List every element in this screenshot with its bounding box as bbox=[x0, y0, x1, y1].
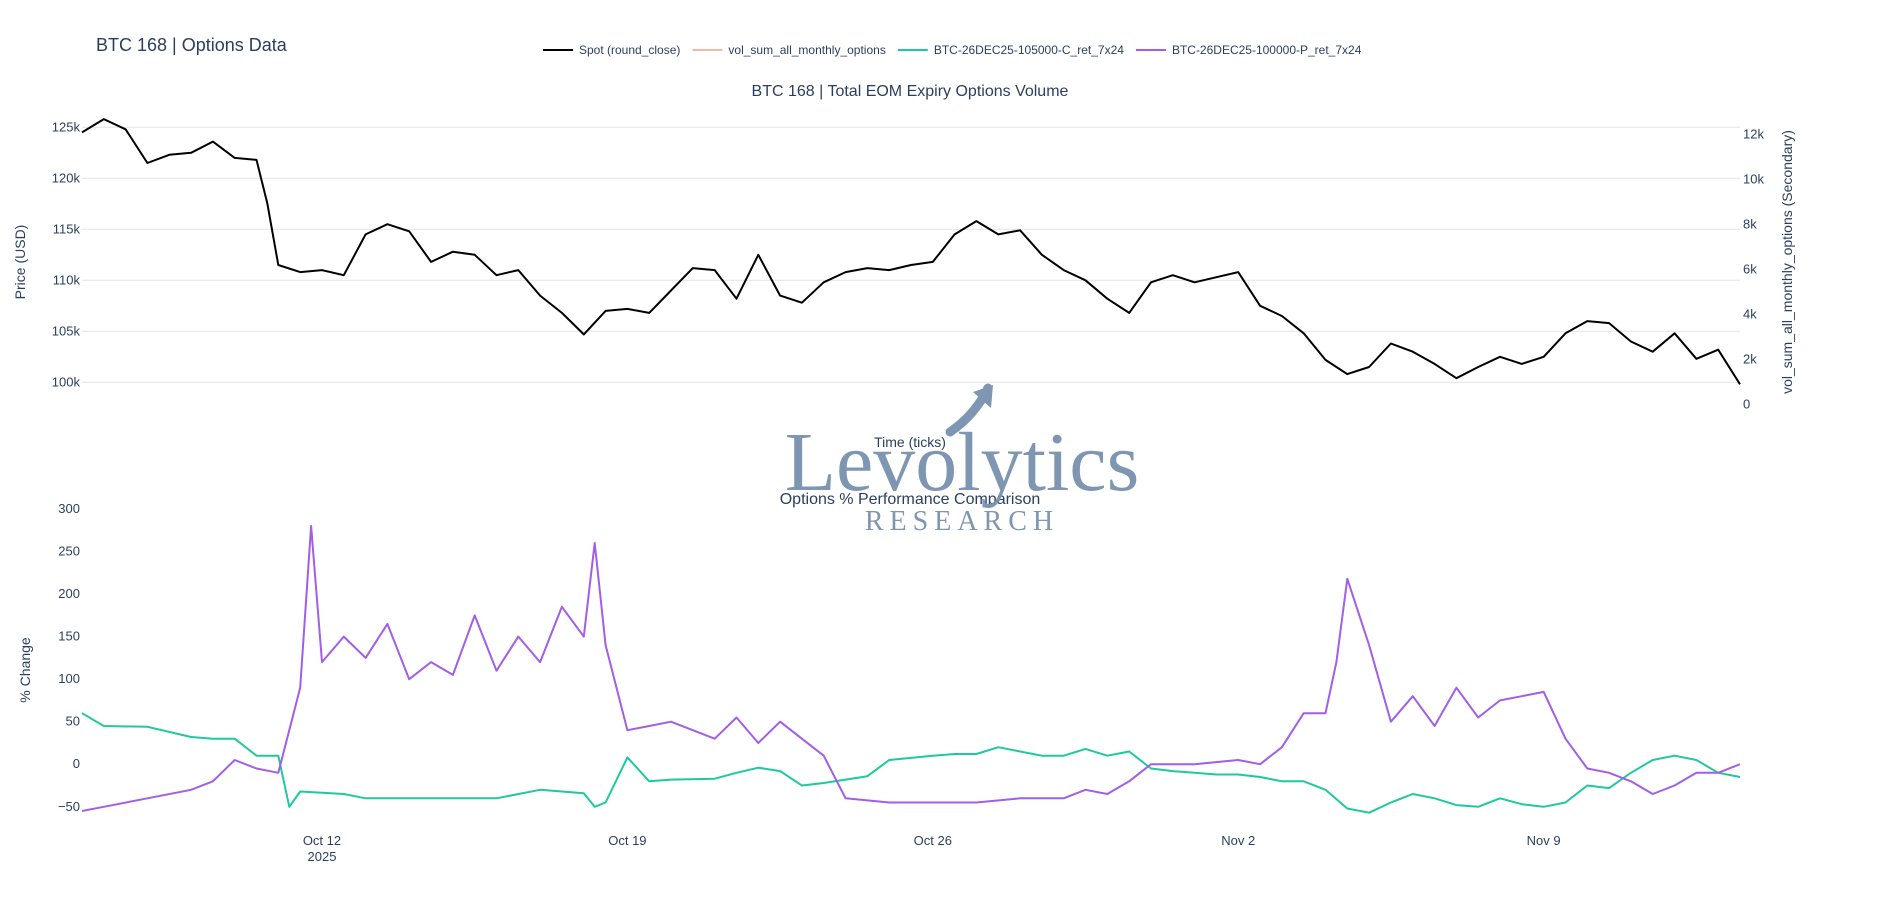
volume-y2-axis-title: vol_sum_all_monthly_options (Secondary) bbox=[1779, 130, 1795, 394]
volume-y2-ticks: 0 2k 4k 6k 8k 10k 12k bbox=[1743, 127, 1764, 412]
perf-y-tick-7: 300 bbox=[58, 501, 80, 516]
perf-y-tick-3: 100 bbox=[58, 671, 80, 686]
perf-series-line-1 bbox=[81, 525, 1741, 812]
price-y-axis-title: Price (USD) bbox=[12, 225, 28, 300]
price-y-tick-4: 120k bbox=[52, 170, 81, 185]
price-y-tick-3: 115k bbox=[53, 221, 81, 236]
price-y-tick-0: 100k bbox=[52, 374, 81, 389]
price-chart-title: BTC 168 | Total EOM Expiry Options Volum… bbox=[752, 83, 1069, 100]
volume-y2-tick-1: 2k bbox=[1743, 352, 1757, 367]
legend-label-2[interactable]: BTC-26DEC25-105000-C_ret_7x24 bbox=[934, 43, 1124, 57]
price-y-tick-1: 105k bbox=[52, 323, 81, 338]
perf-y-tick-0: −50 bbox=[58, 799, 80, 814]
perf-y-ticks: −50 0 50 100 150 200 250 300 bbox=[58, 501, 80, 814]
volume-y2-tick-3: 6k bbox=[1743, 262, 1757, 277]
perf-y-tick-6: 250 bbox=[58, 544, 80, 559]
perf-series-line-0 bbox=[81, 712, 1741, 814]
volume-y2-tick-4: 8k bbox=[1743, 217, 1757, 232]
volume-y2-tick-5: 10k bbox=[1743, 172, 1764, 187]
legend-label-0[interactable]: Spot (round_close) bbox=[579, 43, 680, 57]
perf-y-tick-4: 150 bbox=[58, 629, 80, 644]
price-y-tick-2: 110k bbox=[53, 272, 81, 287]
perf-y-tick-2: 50 bbox=[66, 714, 80, 729]
volume-y2-tick-0: 0 bbox=[1743, 397, 1750, 412]
legend: Spot (round_close) vol_sum_all_monthly_op… bbox=[543, 43, 1362, 57]
watermark-brand: Levolytics bbox=[785, 416, 1140, 509]
price-y-tick-5: 125k bbox=[52, 119, 81, 134]
legend-label-3[interactable]: BTC-26DEC25-100000-P_ret_7x24 bbox=[1172, 43, 1362, 57]
price-gridlines bbox=[82, 126, 1740, 383]
perf-x-tick-3: Nov 2 bbox=[1221, 833, 1255, 848]
perf-x-tick-4: Nov 9 bbox=[1527, 833, 1561, 848]
perf-y-tick-1: 0 bbox=[73, 756, 80, 771]
volume-y2-tick-6: 12k bbox=[1743, 127, 1764, 142]
price-series-line-0 bbox=[81, 118, 1741, 385]
price-series bbox=[81, 118, 1741, 385]
legend-label-1[interactable]: vol_sum_all_monthly_options bbox=[728, 43, 885, 57]
volume-y2-tick-2: 4k bbox=[1743, 307, 1757, 322]
perf-x-tick-1: Oct 19 bbox=[608, 833, 646, 848]
perf-x-tick-0: Oct 12 bbox=[303, 833, 341, 848]
page-title: BTC 168 | Options Data bbox=[96, 35, 288, 55]
watermark-arrowhead-icon bbox=[973, 385, 993, 408]
perf-series bbox=[81, 525, 1741, 814]
perf-y-tick-5: 200 bbox=[58, 586, 80, 601]
price-y-ticks: 100k 105k 110k 115k 120k 125k bbox=[52, 119, 81, 389]
levolytics-watermark: Levolytics RESEARCH bbox=[785, 383, 1140, 537]
watermark-sub: RESEARCH bbox=[865, 506, 1059, 537]
perf-x-tick-year-0: 2025 bbox=[308, 849, 337, 864]
perf-y-axis-title: % Change bbox=[17, 637, 33, 703]
price-x-axis-title: Time (ticks) bbox=[874, 434, 946, 450]
perf-x-tick-2: Oct 26 bbox=[914, 833, 952, 848]
perf-chart-title: Options % Performance Comparison bbox=[780, 491, 1041, 508]
